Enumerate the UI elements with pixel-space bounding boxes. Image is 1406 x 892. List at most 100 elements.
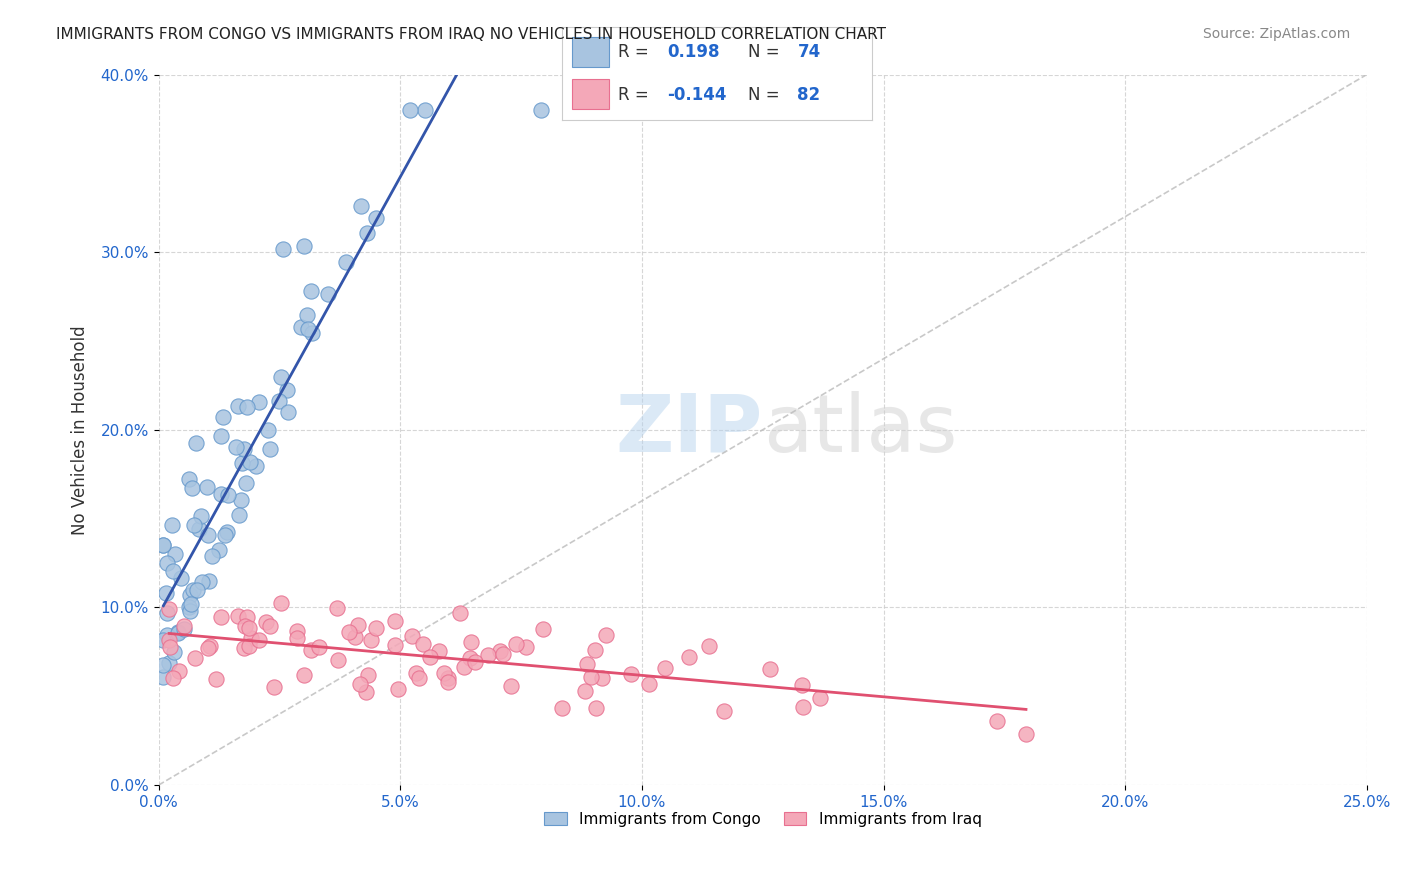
Text: R =: R = — [619, 43, 654, 61]
Point — [254, 615, 277, 629]
Point — [808, 690, 831, 705]
Point — [713, 704, 735, 718]
Point — [276, 384, 298, 398]
Point — [190, 509, 212, 524]
Point — [183, 650, 205, 665]
Point — [209, 610, 232, 624]
Point — [270, 596, 292, 610]
Point — [256, 423, 278, 437]
Point — [177, 472, 200, 486]
Point — [198, 574, 221, 588]
Point — [263, 680, 285, 694]
Point — [231, 456, 253, 470]
Point — [209, 487, 232, 501]
Point — [364, 211, 387, 226]
Point — [225, 440, 247, 454]
Point — [156, 556, 179, 570]
Point — [299, 642, 322, 657]
Point — [229, 493, 252, 508]
Point — [398, 103, 420, 117]
Point — [460, 635, 482, 649]
Point — [790, 678, 813, 692]
Text: 0.198: 0.198 — [668, 43, 720, 61]
Point — [326, 653, 349, 667]
Point — [160, 518, 183, 533]
Point — [271, 243, 294, 257]
Point — [292, 668, 315, 682]
Point — [492, 647, 515, 661]
Point — [453, 660, 475, 674]
Point — [620, 667, 643, 681]
Point — [188, 522, 211, 536]
Point — [226, 399, 249, 413]
Point — [401, 629, 423, 643]
Point — [678, 650, 700, 665]
Point — [215, 525, 238, 540]
Point — [384, 638, 406, 652]
Point — [228, 508, 250, 523]
Point — [156, 606, 179, 620]
Bar — [572, 79, 609, 109]
Point — [489, 644, 512, 658]
Point — [183, 517, 205, 532]
Point — [180, 597, 202, 611]
Point — [152, 633, 174, 648]
Point — [170, 571, 193, 585]
Point — [167, 664, 190, 678]
Point — [238, 621, 260, 635]
Point — [591, 671, 613, 685]
Point — [350, 199, 373, 213]
Point — [308, 640, 330, 654]
Text: Source: ZipAtlas.com: Source: ZipAtlas.com — [1202, 27, 1350, 41]
Point — [152, 538, 174, 552]
Point — [198, 640, 221, 654]
Point — [574, 684, 596, 698]
Point — [197, 480, 219, 494]
Point — [238, 640, 260, 654]
Point — [285, 624, 308, 638]
Point — [179, 604, 201, 618]
Point — [585, 701, 607, 715]
Point — [413, 103, 436, 117]
Point — [433, 665, 456, 680]
Point — [344, 631, 367, 645]
Text: N =: N = — [748, 87, 785, 104]
Point — [405, 666, 427, 681]
Point — [347, 618, 370, 632]
Point — [292, 239, 315, 253]
Point — [233, 442, 256, 456]
Point — [290, 319, 312, 334]
Point — [214, 527, 236, 541]
Point — [166, 624, 188, 639]
Text: N =: N = — [748, 43, 785, 61]
Point — [156, 627, 179, 641]
Point — [595, 628, 617, 642]
Point — [530, 103, 553, 117]
Point — [429, 644, 451, 658]
Point — [152, 538, 174, 552]
Point — [437, 674, 460, 689]
Point — [337, 624, 360, 639]
Point — [270, 369, 292, 384]
Point — [209, 429, 232, 443]
Point — [181, 481, 204, 495]
Point — [477, 648, 499, 663]
Text: -0.144: -0.144 — [668, 87, 727, 104]
Point — [162, 564, 184, 578]
Point — [356, 227, 378, 241]
Point — [581, 670, 603, 684]
Point — [239, 455, 262, 469]
Point — [412, 637, 434, 651]
Point — [499, 679, 522, 693]
Point — [551, 701, 574, 715]
Point — [349, 677, 371, 691]
Point — [159, 640, 181, 655]
Point — [197, 527, 219, 541]
Point — [157, 656, 180, 670]
Text: R =: R = — [619, 87, 654, 104]
Legend: Immigrants from Congo, Immigrants from Iraq: Immigrants from Congo, Immigrants from I… — [536, 804, 990, 834]
Point — [259, 619, 281, 633]
Point — [759, 662, 782, 676]
Point — [157, 602, 180, 616]
Point — [162, 671, 184, 685]
